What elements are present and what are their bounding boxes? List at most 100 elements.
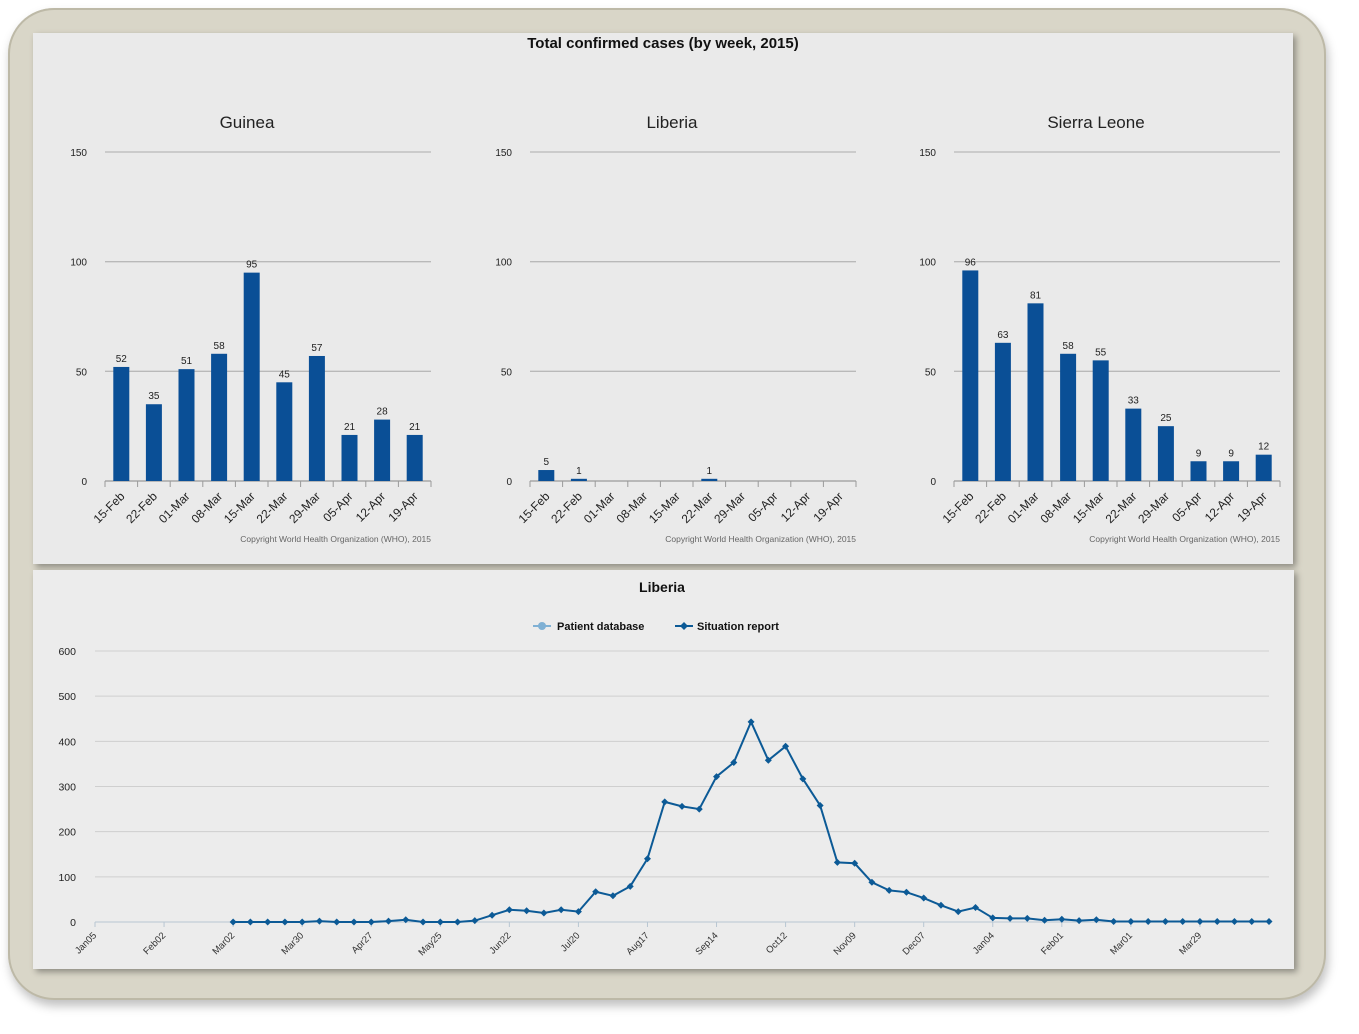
x-tick-label: 22-Feb [548,489,585,526]
data-label: 51 [181,356,193,367]
x-tick-label: 29-Mar [286,489,323,526]
data-point [333,918,341,926]
y-tick-label: 100 [70,258,87,269]
data-point [799,775,807,783]
x-tick-label: Jul20 [559,930,583,954]
bar-chart-guinea: Guinea 0 50 100 150 52 15-Feb 35 22-Feb 51 01-Mar 5… [70,113,432,544]
series-line-situation-report [233,719,1269,923]
bar [308,355,325,481]
copyright: Copyright World Health Organization (WHO… [665,534,856,544]
data-point [454,918,462,926]
data-point [505,906,513,914]
data-point [1127,918,1135,926]
data-point [1265,918,1273,926]
data-point [989,914,997,922]
x-tick-label: 22-Feb [972,489,1009,526]
data-point [954,908,962,916]
data-point [488,911,496,919]
data-point [402,916,410,924]
data-label: 21 [344,422,356,433]
data-point [868,878,876,886]
y-tick-label: 50 [925,367,937,378]
x-tick-label: 22-Mar [254,489,291,526]
data-point [626,882,634,890]
data-point [557,906,565,914]
data-label: 58 [1063,341,1075,352]
y-tick-label: 50 [501,367,513,378]
data-point [937,901,945,909]
data-point [661,798,669,806]
data-point [833,858,841,866]
bar [341,434,358,481]
bar [211,353,228,481]
x-tick-label: 05-Apr [745,489,780,524]
data-label: 28 [377,407,389,418]
data-point [592,888,600,896]
data-point [713,773,721,781]
x-tick-label: Mar29 [1177,930,1204,957]
data-point [678,802,686,810]
x-tick-label: 15-Mar [221,489,258,526]
x-tick-label: 01-Mar [156,489,193,526]
data-label: 35 [148,391,160,402]
data-point [1230,918,1238,926]
data-point [1006,914,1014,922]
bar [1255,454,1272,481]
x-tick-label: 08-Mar [1037,489,1074,526]
data-label: 96 [965,257,977,268]
data-point [1144,918,1152,926]
x-tick-label: Feb01 [1039,930,1066,957]
data-point [1058,915,1066,923]
data-point [730,759,738,767]
data-point [264,918,272,926]
data-point [885,886,893,894]
x-tick-label: 19-Apr [810,489,845,524]
data-label: 9 [1228,448,1234,459]
y-tick-label: 100 [495,258,512,269]
data-point [1110,918,1118,926]
data-point [385,917,392,925]
data-point [281,918,289,926]
legend-marker-situation-report [680,622,688,630]
copyright: Copyright World Health Organization (WHO… [1089,534,1280,544]
data-point [782,742,790,750]
legend-marker-patient-database [538,622,546,630]
data-point [1092,916,1100,924]
data-point [1023,914,1031,922]
data-point [246,918,254,926]
data-label: 95 [246,260,258,271]
x-tick-label: 08-Mar [613,489,650,526]
y-tick-label: 100 [919,258,936,269]
chart-title: Sierra Leone [1047,113,1144,132]
x-tick-label: Nov09 [832,930,859,957]
x-tick-label: 15-Mar [1070,489,1107,526]
data-label: 81 [1030,290,1042,301]
y-tick-label: 0 [70,917,76,929]
x-tick-label: 01-Mar [581,489,618,526]
data-point [298,918,306,926]
x-tick-label: 05-Apr [1169,489,1204,524]
data-point [436,918,444,926]
page-title: Total confirmed cases (by week, 2015) [527,35,799,52]
data-label: 1 [576,466,582,477]
data-label: 52 [116,354,128,365]
data-point [920,894,928,902]
data-point [1213,918,1221,926]
bar-charts: Guinea0501001505215-Feb3522-Feb5101-Mar5… [70,113,1281,544]
x-tick-label: 29-Mar [711,489,748,526]
x-tick-label: Jan04 [971,930,997,956]
bar [994,342,1011,481]
data-point [315,917,323,925]
bar [962,270,979,481]
data-point [747,718,755,726]
line-chart: Liberia Patient database Situation report 0… [58,579,1273,958]
x-tick-label: Mar01 [1108,930,1135,957]
y-tick-label: 500 [58,691,76,703]
x-tick-label: 12-Apr [778,489,813,524]
data-point [851,859,859,867]
y-tick-label: 150 [495,148,512,159]
data-label: 1 [707,466,713,477]
data-label: 45 [279,369,291,380]
x-tick-label: Apr27 [350,930,376,956]
bar [406,434,423,481]
